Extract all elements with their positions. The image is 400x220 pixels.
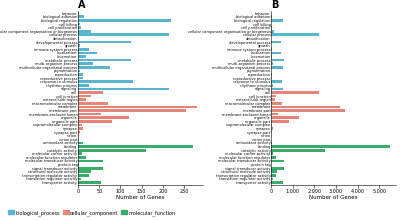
Bar (78, 44, 80, 47)
Bar (78, 134, 79, 137)
Bar (78, 124, 82, 126)
Bar (271, 19, 282, 22)
Bar (78, 91, 104, 94)
Bar (78, 178, 81, 180)
Bar (271, 131, 272, 134)
Bar (78, 102, 108, 105)
Legend: biological_process, cellular_component, molecular_function: biological_process, cellular_component, … (6, 208, 177, 218)
Bar (271, 174, 276, 177)
Bar (78, 59, 131, 61)
Bar (271, 80, 282, 83)
Bar (78, 152, 82, 155)
Bar (78, 98, 86, 101)
Bar (78, 33, 169, 36)
Bar (78, 181, 101, 184)
Bar (271, 55, 272, 58)
Bar (78, 15, 84, 18)
Bar (271, 62, 273, 65)
Bar (78, 19, 171, 22)
Bar (271, 109, 345, 112)
Bar (78, 30, 91, 33)
Bar (271, 98, 274, 101)
Bar (78, 170, 91, 173)
Bar (78, 156, 86, 159)
Bar (271, 66, 283, 69)
Bar (78, 84, 89, 87)
Bar (78, 41, 131, 43)
Bar (271, 124, 272, 126)
Bar (78, 62, 93, 65)
Bar (271, 149, 325, 152)
Bar (271, 127, 272, 130)
Bar (78, 113, 101, 116)
Bar (271, 59, 284, 61)
Bar (78, 149, 146, 152)
Bar (78, 73, 83, 76)
Bar (78, 88, 169, 90)
Bar (271, 181, 283, 184)
Bar (78, 48, 89, 51)
Bar (271, 156, 276, 159)
Bar (78, 167, 104, 170)
Text: B: B (271, 0, 279, 10)
Bar (271, 106, 340, 108)
Bar (271, 84, 273, 87)
X-axis label: Number of Genes: Number of Genes (309, 195, 358, 200)
Bar (271, 116, 299, 119)
Bar (78, 109, 186, 112)
Bar (78, 80, 133, 83)
Bar (271, 145, 390, 148)
Bar (78, 77, 83, 79)
Bar (271, 152, 274, 155)
Bar (271, 102, 282, 105)
Bar (271, 77, 272, 79)
Bar (78, 55, 86, 58)
Bar (271, 178, 272, 180)
Bar (271, 88, 283, 90)
Bar (78, 131, 80, 134)
Bar (78, 120, 112, 123)
Bar (78, 26, 81, 29)
Bar (271, 170, 277, 173)
Bar (271, 113, 278, 116)
Bar (78, 106, 197, 108)
Bar (271, 95, 276, 97)
Bar (78, 37, 79, 40)
Bar (78, 145, 192, 148)
Bar (78, 70, 80, 72)
Bar (78, 12, 79, 15)
Bar (78, 23, 80, 25)
Bar (78, 127, 83, 130)
Bar (271, 51, 280, 54)
Bar (271, 142, 272, 144)
Bar (271, 48, 272, 51)
Bar (271, 33, 319, 36)
Bar (78, 95, 91, 97)
Bar (78, 160, 104, 162)
Bar (78, 51, 97, 54)
Bar (78, 163, 79, 166)
X-axis label: Number of Genes: Number of Genes (116, 195, 165, 200)
Bar (271, 91, 319, 94)
Bar (78, 174, 89, 177)
Bar (271, 41, 280, 43)
Bar (271, 160, 284, 162)
Bar (78, 66, 110, 69)
Bar (271, 167, 284, 170)
Text: A: A (78, 0, 86, 10)
Bar (78, 142, 83, 144)
Bar (271, 30, 274, 33)
Bar (78, 116, 129, 119)
Bar (78, 138, 79, 141)
Bar (271, 120, 288, 123)
Bar (271, 73, 272, 76)
